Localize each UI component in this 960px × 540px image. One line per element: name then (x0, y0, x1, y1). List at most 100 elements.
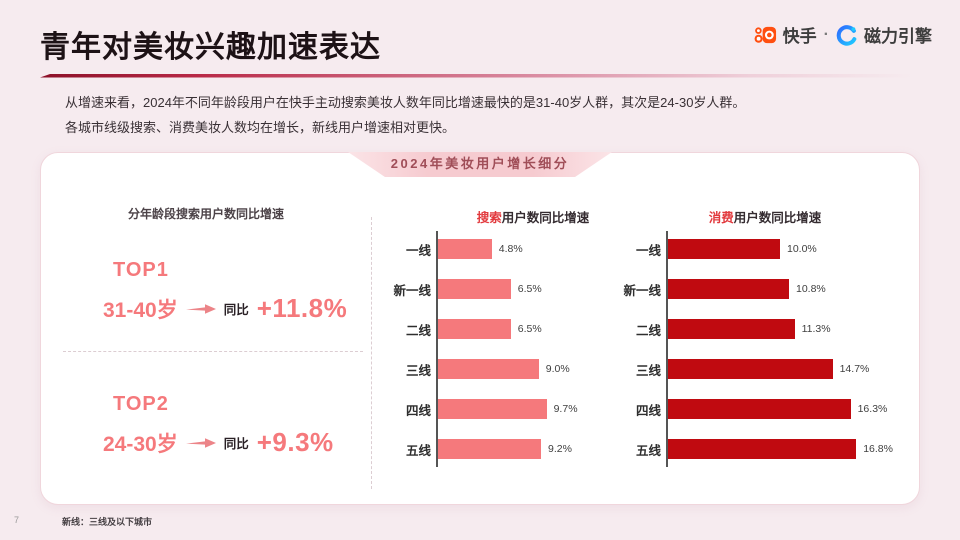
bar-value-label: 6.5% (517, 283, 542, 295)
kuaishou-logo-icon (754, 26, 776, 44)
bar-track: 16.3% (668, 399, 887, 419)
page-title: 青年对美妆兴趣加速表达 (40, 31, 381, 64)
bar-row: 一线 10.0% (581, 239, 911, 259)
category-label: 新一线 (393, 283, 431, 298)
bar-row: 五线 9.2% (351, 439, 631, 459)
bar (438, 359, 539, 379)
category-label: 三线 (405, 363, 431, 378)
arrow-right-icon (185, 437, 216, 448)
bar (438, 319, 511, 339)
kuaishou-logo-text: 快手 (782, 27, 817, 46)
page-number: 7 (14, 515, 20, 525)
bar-value-label: 10.8% (796, 283, 826, 295)
card-ribbon-title: 2024年美妆用户增长细分 (390, 156, 570, 171)
bar-track: 9.7% (438, 399, 578, 419)
bar-row: 四线 9.7% (351, 399, 631, 419)
category-label: 五线 (405, 443, 431, 458)
bar (438, 439, 541, 459)
footnote: 新线：三线及以下城市 (62, 517, 153, 527)
bar (668, 319, 795, 339)
bar-row: 新一线 10.8% (581, 279, 911, 299)
bar-row: 五线 16.8% (581, 439, 911, 459)
bar-row: 四线 16.3% (581, 399, 911, 419)
consume-chart-title: 消费用户数同比增速 (708, 211, 822, 225)
bar-value-label: 9.2% (548, 443, 572, 455)
bar-row: 三线 14.7% (581, 359, 911, 379)
top2-value: +9.3% (256, 427, 334, 457)
top1-yoy-label: 同比 (223, 303, 249, 317)
top1-rank: TOP1 (113, 259, 169, 281)
bar-track: 11.3% (668, 319, 831, 339)
bar-value-label: 10.0% (787, 243, 817, 255)
bar-track: 9.2% (438, 439, 572, 459)
bar-value-label: 9.7% (553, 403, 578, 415)
category-label: 新一线 (623, 283, 661, 298)
bar-value-label: 16.3% (857, 403, 888, 415)
bar (438, 279, 511, 299)
y-axis-line (436, 231, 438, 467)
search-chart-title: 搜索用户数同比增速 (476, 211, 590, 225)
category-label: 二线 (635, 323, 661, 338)
bar-track: 6.5% (438, 279, 542, 299)
top1-value: +11.8% (256, 293, 348, 323)
bar-track: 14.7% (668, 359, 869, 379)
top1-age: 31-40岁 (103, 298, 178, 322)
category-label: 一线 (635, 243, 661, 258)
bar-row: 二线 11.3% (581, 319, 911, 339)
bar (438, 399, 547, 419)
consume-chart-rows: 一线 10.0% 新一线 10.8% 二线 11.3% 三线 14.7% 四线 16.3% 五线 16… (581, 231, 911, 467)
title-underline (40, 74, 930, 78)
category-label: 五线 (635, 443, 661, 458)
y-axis-line (666, 231, 668, 467)
top2-age: 24-30岁 (103, 432, 178, 456)
top2-rank: TOP2 (113, 393, 169, 415)
vertical-divider (371, 217, 372, 489)
bar (438, 239, 492, 259)
bar (668, 359, 833, 379)
bar-value-label: 11.3% (801, 323, 831, 335)
top2-yoy-label: 同比 (223, 437, 249, 451)
bar-row: 二线 6.5% (351, 319, 631, 339)
bar-track: 6.5% (438, 319, 542, 339)
bar-track: 10.8% (668, 279, 826, 299)
bar (668, 279, 789, 299)
bar-row: 新一线 6.5% (351, 279, 631, 299)
bar-track: 9.0% (438, 359, 570, 379)
bar-track: 10.0% (668, 239, 817, 259)
category-label: 一线 (405, 243, 431, 258)
brand-logos: 快手 · 磁力引擎 (754, 22, 932, 47)
category-label: 二线 (405, 323, 431, 338)
bar-value-label: 6.5% (517, 323, 542, 335)
category-label: 三线 (635, 363, 661, 378)
card-ribbon: 2024年美妆用户增长细分 (348, 152, 612, 177)
search-growth-chart: 一线 4.8% 新一线 6.5% 二线 6.5% 三线 9.0% 四线 9.7% 五线 9.2% (351, 231, 631, 467)
bar-value-label: 9.0% (545, 363, 570, 375)
age-panel-divider (63, 351, 363, 352)
bar-value-label: 14.7% (839, 363, 870, 375)
category-label: 四线 (405, 403, 431, 418)
cili-engine-logo-text: 磁力引擎 (864, 27, 932, 46)
intro-line-1: 从增速来看，2024年不同年龄段用户在快手主动搜索美妆人数年同比增速最快的是31… (65, 95, 746, 110)
arrow-right-icon (185, 303, 216, 314)
top2-row: 24-30岁 同比 +9.3% (103, 427, 334, 458)
age-panel-title: 分年龄段搜索用户数同比增速 (127, 207, 284, 221)
cili-engine-logo-icon (836, 24, 857, 46)
bar-track: 16.8% (668, 439, 893, 459)
consume-growth-chart: 一线 10.0% 新一线 10.8% 二线 11.3% 三线 14.7% 四线 16.3% 五线 16… (581, 231, 911, 467)
intro-paragraph: 从增速来看，2024年不同年龄段用户在快手主动搜索美妆人数年同比增速最快的是31… (65, 90, 745, 140)
intro-line-2: 各城市线级搜索、消费美妆人数均在增长，新线用户增速相对更快。 (65, 120, 456, 135)
bar-value-label: 4.8% (498, 243, 523, 255)
bar-value-label: 16.8% (863, 443, 893, 455)
search-chart-rows: 一线 4.8% 新一线 6.5% 二线 6.5% 三线 9.0% 四线 9.7% 五线 9.2% (351, 231, 631, 467)
bar (668, 399, 851, 419)
growth-detail-card: 2024年美妆用户增长细分 分年龄段搜索用户数同比增速 TOP1 31-40岁 … (40, 152, 920, 505)
top1-row: 31-40岁 同比 +11.8% (103, 293, 347, 324)
brand-separator: · (823, 25, 829, 43)
bar-row: 三线 9.0% (351, 359, 631, 379)
bar (668, 439, 857, 459)
bar (668, 239, 780, 259)
bar-track: 4.8% (438, 239, 523, 259)
bar-row: 一线 4.8% (351, 239, 631, 259)
category-label: 四线 (635, 403, 661, 418)
